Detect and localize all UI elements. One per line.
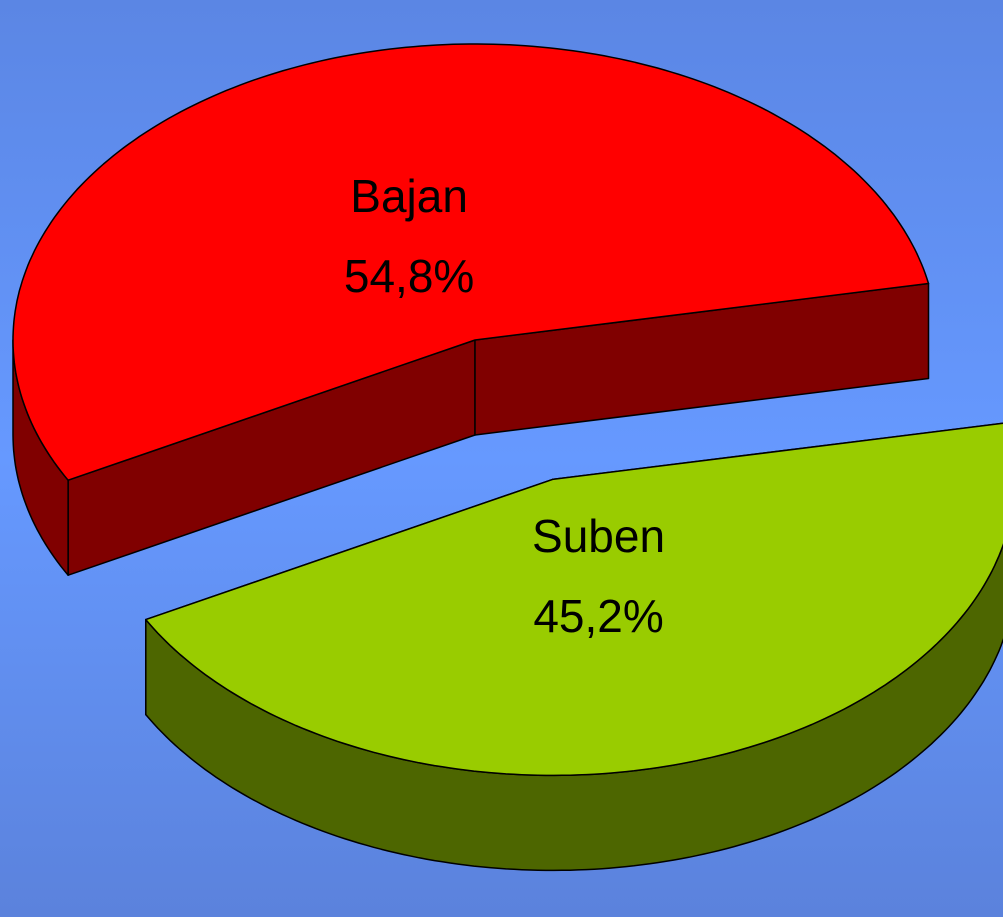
slice-value-label: 45,2% (533, 590, 663, 642)
slice-top (145, 422, 1003, 777)
slice-label: Bajan (350, 170, 468, 222)
slice-value-label: 54,8% (344, 250, 474, 302)
slice-label: Suben (532, 510, 665, 562)
slice (145, 422, 1003, 872)
slice (12, 43, 930, 576)
slice-top (12, 43, 930, 481)
